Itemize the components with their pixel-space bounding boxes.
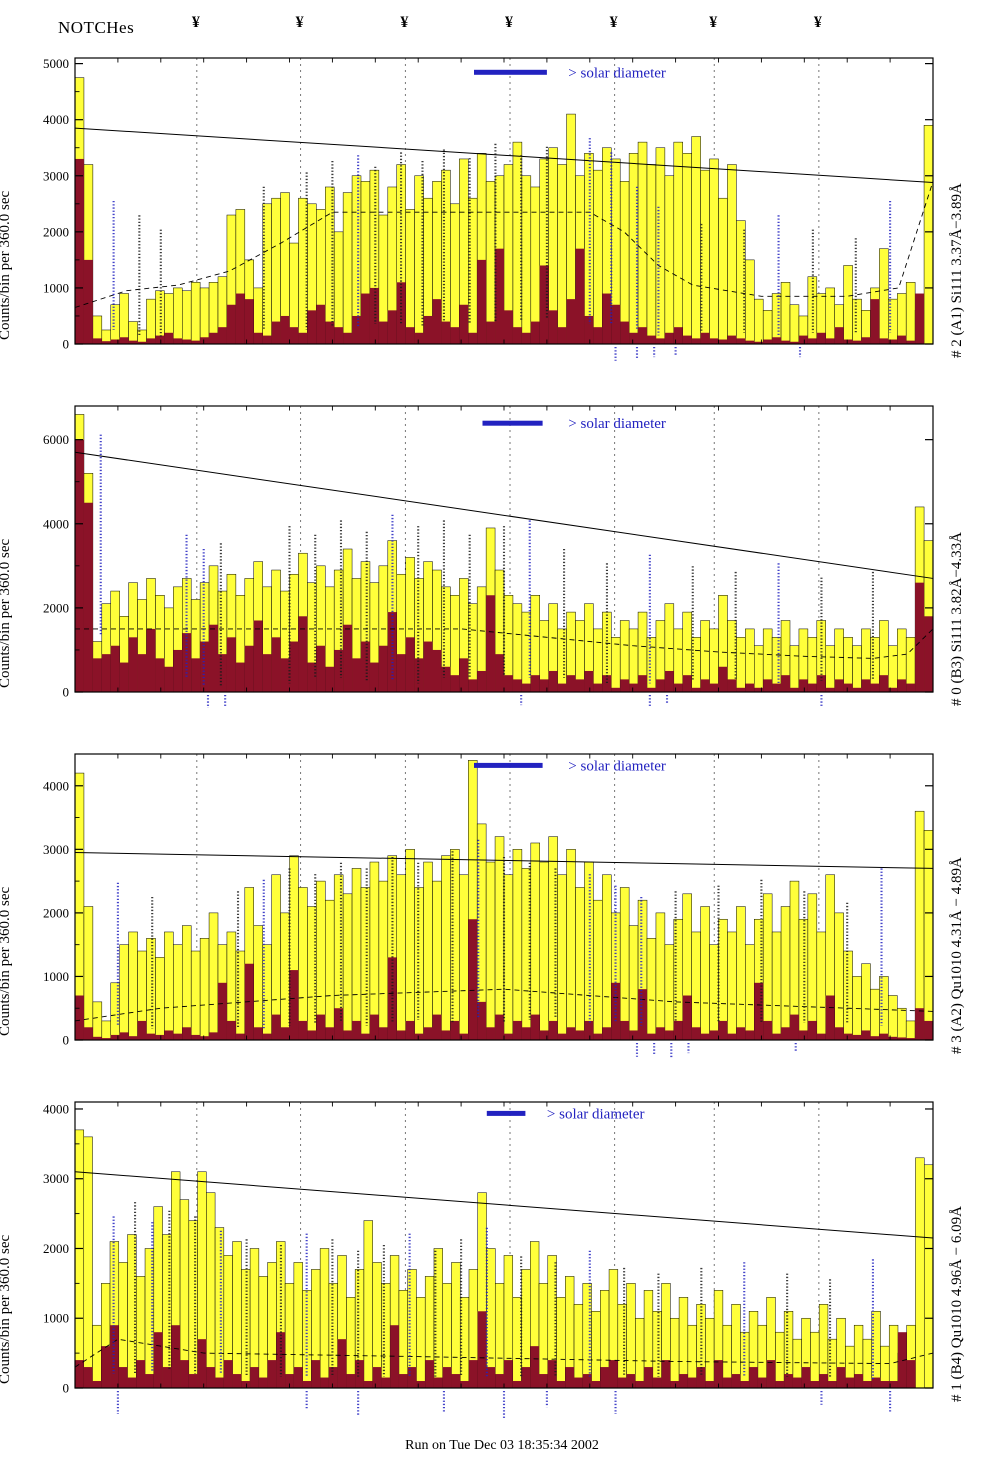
panel-2-chart: 0 2000 4000 6000 > solar diameter (43, 405, 934, 708)
svg-text:2000: 2000 (43, 224, 69, 239)
svg-text:4000: 4000 (43, 112, 69, 127)
notch-symbol: ¥ (295, 14, 304, 31)
svg-text:> solar diameter: > solar diameter (568, 416, 666, 432)
svg-text:> solar diameter: > solar diameter (568, 758, 666, 774)
notch-symbol: ¥ (709, 14, 718, 31)
notch-symbol: ¥ (191, 14, 200, 31)
svg-text:3000: 3000 (43, 842, 69, 857)
notch-symbol: ¥ (400, 14, 409, 31)
notches-label: NOTCHes (58, 18, 135, 37)
svg-text:0: 0 (63, 1381, 70, 1396)
svg-text:2000: 2000 (43, 600, 69, 615)
panel-4-right-label: # 1 (B4) Qu1010 4.96Å − 6.09Å (949, 1206, 965, 1402)
panel-4: 0 1000 2000 3000 4000 > solar diameter Counts… (0, 1088, 1004, 1436)
svg-text:1000: 1000 (43, 280, 69, 295)
svg-text:0: 0 (63, 1033, 70, 1048)
panel-3-y-axis-label: Counts/bin per 360.0 sec (0, 886, 13, 1036)
panel-4-chart: 0 1000 2000 3000 4000 > solar diameter (43, 1101, 934, 1419)
notch-symbol: ¥ (609, 14, 618, 31)
notch-symbol: ¥ (505, 14, 513, 31)
panel-3-chart: 0 1000 2000 3000 4000 > solar diameter (43, 753, 934, 1059)
panel-1-y-axis-label: Counts/bin per 360.0 sec (0, 190, 13, 340)
notch-symbol: ¥ (813, 14, 822, 31)
svg-text:3000: 3000 (43, 168, 69, 183)
svg-text:6000: 6000 (43, 432, 69, 447)
panel-3: 0 1000 2000 3000 4000 > solar diameter Counts… (0, 740, 1004, 1088)
svg-text:0: 0 (63, 337, 70, 352)
svg-text:0: 0 (63, 685, 70, 700)
svg-text:2000: 2000 (43, 905, 69, 920)
panel-1: 0 1000 2000 3000 4000 5000 > solar diameter Co… (0, 44, 1004, 392)
panel-3-right-label: # 3 (A2) Qu1010 4.31Å − 4.89Å (949, 857, 965, 1054)
svg-text:5000: 5000 (43, 56, 69, 71)
svg-text:2000: 2000 (43, 1241, 69, 1256)
svg-text:1000: 1000 (43, 1311, 69, 1326)
svg-text:> solar diameter: > solar diameter (568, 65, 666, 81)
svg-text:4000: 4000 (43, 1101, 69, 1116)
svg-text:4000: 4000 (43, 516, 69, 531)
panel-1-right-label: # 2 (A1) Si111 3.37Å−3.89Å (949, 183, 965, 358)
panel-2-y-axis-label: Counts/bin per 360.0 sec (0, 538, 13, 688)
svg-text:1000: 1000 (43, 969, 69, 984)
svg-text:3000: 3000 (43, 1171, 69, 1186)
svg-text:> solar diameter: > solar diameter (547, 1106, 645, 1122)
panel-1-chart: 0 1000 2000 3000 4000 5000 > solar diameter (43, 56, 934, 361)
svg-text:4000: 4000 (43, 778, 69, 793)
notches-header: NOTCHes ¥ ¥ ¥ ¥ ¥ ¥ ¥ (0, 0, 1004, 44)
run-timestamp: Run on Tue Dec 03 18:35:34 2002 (405, 1438, 599, 1453)
panel-2-right-label: # 0 (B3) Si111 3.82Å−4.33Å (949, 531, 965, 706)
panel-2: 0 2000 4000 6000 > solar diameter Counts/bin… (0, 392, 1004, 740)
panel-4-y-axis-label: Counts/bin per 360.0 sec (0, 1234, 13, 1384)
